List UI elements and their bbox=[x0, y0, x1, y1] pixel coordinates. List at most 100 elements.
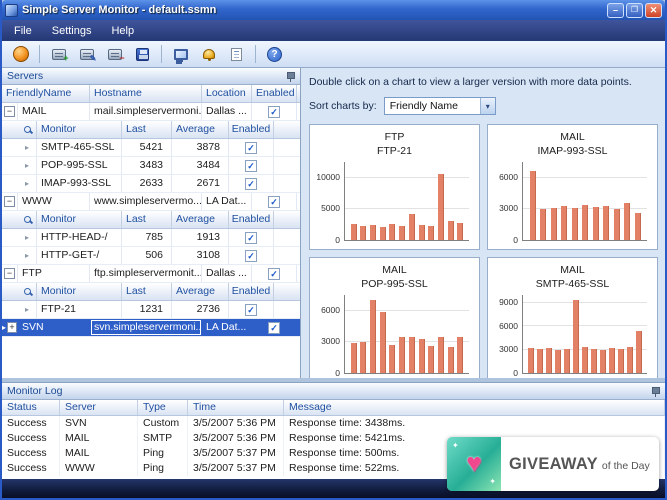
minimize-button[interactable] bbox=[607, 3, 624, 18]
monitor-row-POP-995-SSL[interactable]: ▸POP-995-SSL34833484✓ bbox=[2, 157, 300, 175]
server-remove-icon: − bbox=[108, 49, 122, 60]
enabled-checkbox[interactable]: ✓ bbox=[268, 322, 280, 334]
enabled-checkbox[interactable]: ✓ bbox=[245, 142, 257, 154]
column-header-friendlyname[interactable]: FriendlyName bbox=[2, 85, 90, 102]
monitor-column-monitor[interactable]: Monitor bbox=[37, 283, 122, 300]
bar bbox=[546, 348, 552, 373]
log-column-status[interactable]: Status bbox=[2, 400, 60, 415]
monitor-column-average[interactable]: Average bbox=[172, 121, 229, 138]
server-row-SVN[interactable]: ▸+SVNsvn.simpleservermoni...LA Dat...✓ bbox=[2, 319, 300, 337]
bar bbox=[399, 226, 405, 240]
chart-FTP-21[interactable]: FTPFTP-210500010000 bbox=[309, 124, 480, 250]
monitor-column-monitor[interactable]: Monitor bbox=[37, 121, 122, 138]
tick-label: 6000 bbox=[321, 305, 340, 315]
tick-label: 0 bbox=[335, 368, 340, 378]
arrow-cell: ▸ bbox=[18, 175, 37, 192]
pin-icon[interactable] bbox=[285, 71, 295, 82]
chevron-down-icon[interactable] bbox=[480, 98, 495, 114]
title-bar[interactable]: Simple Server Monitor - default.ssmn bbox=[2, 0, 665, 20]
add-server-button[interactable]: + bbox=[46, 43, 71, 66]
chart-POP-995-SSL[interactable]: MAILPOP-995-SSL030006000 bbox=[309, 257, 480, 378]
sort-charts-dropdown[interactable]: Friendly Name bbox=[384, 97, 496, 115]
enabled-checkbox[interactable]: ✓ bbox=[245, 160, 257, 172]
server-row-WWW[interactable]: −WWWwww.simpleservermo...LA Dat...✓ bbox=[2, 193, 300, 211]
monitor-row-HTTP-GET-/[interactable]: ▸HTTP-GET-/5063108✓ bbox=[2, 247, 300, 265]
log-column-time[interactable]: Time bbox=[188, 400, 284, 415]
toolbar: + ✎ − bbox=[2, 41, 665, 68]
enabled-checkbox[interactable]: ✓ bbox=[268, 106, 280, 118]
log-column-message[interactable]: Message bbox=[284, 400, 665, 415]
expand-toggle[interactable]: + bbox=[7, 322, 17, 333]
monitor-column-average[interactable]: Average bbox=[172, 283, 229, 300]
server-name: WWW bbox=[18, 193, 90, 210]
maximize-button[interactable] bbox=[626, 3, 643, 18]
enabled-checkbox[interactable]: ✓ bbox=[245, 232, 257, 244]
pin-icon[interactable] bbox=[650, 386, 660, 397]
log-cell: MAIL bbox=[60, 446, 138, 461]
menu-file[interactable]: File bbox=[4, 22, 42, 40]
monitor-log-title: Monitor Log bbox=[7, 385, 62, 397]
close-button[interactable] bbox=[645, 3, 662, 18]
enabled-checkbox[interactable]: ✓ bbox=[245, 250, 257, 262]
expand-toggle[interactable]: − bbox=[4, 196, 15, 207]
start-monitoring-button[interactable] bbox=[8, 43, 33, 66]
monitor-column-monitor[interactable]: Monitor bbox=[37, 211, 122, 228]
monitor-column-last[interactable]: Last bbox=[122, 121, 172, 138]
monitor-name: HTTP-GET-/ bbox=[37, 247, 122, 264]
view-charts-button[interactable] bbox=[168, 43, 193, 66]
chart-IMAP-993-SSL[interactable]: MAILIMAP-993-SSL030006000 bbox=[487, 124, 658, 250]
tick-label: 9000 bbox=[499, 297, 518, 307]
monitor-column-average[interactable]: Average bbox=[172, 211, 229, 228]
enabled-checkbox[interactable]: ✓ bbox=[268, 196, 280, 208]
save-button[interactable] bbox=[130, 43, 155, 66]
column-header-hostname[interactable]: Hostname bbox=[90, 85, 202, 102]
monitor-log-header: Monitor Log bbox=[2, 383, 665, 400]
bar bbox=[457, 337, 463, 373]
log-cell: 3/5/2007 5:36 PM bbox=[188, 431, 284, 446]
server-row-MAIL[interactable]: −MAILmail.simpleservermoni...Dallas ...✓ bbox=[2, 103, 300, 121]
expand-toggle[interactable]: − bbox=[4, 268, 15, 279]
enabled-checkbox[interactable]: ✓ bbox=[245, 178, 257, 190]
column-header-enabled[interactable]: Enabled bbox=[252, 85, 297, 102]
monitor-row-SMTP-465-SSL[interactable]: ▸SMTP-465-SSL54213878✓ bbox=[2, 139, 300, 157]
report-button[interactable] bbox=[224, 43, 249, 66]
expand-toggle[interactable]: − bbox=[4, 106, 15, 117]
report-icon bbox=[231, 48, 242, 61]
monitor-average-value: 2671 bbox=[172, 175, 229, 192]
bar bbox=[428, 346, 434, 373]
giveaway-badge: ✦ ♥ ✦ bbox=[447, 437, 501, 491]
log-row[interactable]: SuccessSVNCustom3/5/2007 5:36 PMResponse… bbox=[2, 416, 665, 431]
menu-settings[interactable]: Settings bbox=[42, 22, 102, 40]
monitor-column-enabled[interactable]: Enabled bbox=[229, 121, 274, 138]
help-button[interactable] bbox=[262, 43, 287, 66]
remove-server-button[interactable]: − bbox=[102, 43, 127, 66]
column-header-location[interactable]: Location bbox=[202, 85, 252, 102]
server-edit-icon: ✎ bbox=[80, 49, 94, 60]
monitor-row-HTTP-HEAD-/[interactable]: ▸HTTP-HEAD-/7851913✓ bbox=[2, 229, 300, 247]
monitor-row-FTP-21[interactable]: ▸FTP-2112312736✓ bbox=[2, 301, 300, 319]
giveaway-overlay[interactable]: ✦ ♥ ✦ GIVEAWAY of the Day bbox=[447, 437, 659, 491]
menu-help[interactable]: Help bbox=[101, 22, 144, 40]
monitor-average-value: 3484 bbox=[172, 157, 229, 174]
save-disk-icon bbox=[136, 48, 149, 61]
monitor-row-IMAP-993-SSL[interactable]: ▸IMAP-993-SSL26332671✓ bbox=[2, 175, 300, 193]
bar bbox=[360, 226, 366, 240]
monitor-column-enabled[interactable]: Enabled bbox=[229, 211, 274, 228]
monitor-column-enabled[interactable]: Enabled bbox=[229, 283, 274, 300]
enabled-checkbox[interactable]: ✓ bbox=[268, 268, 280, 280]
log-column-server[interactable]: Server bbox=[60, 400, 138, 415]
alerts-button[interactable] bbox=[196, 43, 221, 66]
edit-server-button[interactable]: ✎ bbox=[74, 43, 99, 66]
row-arrow-icon: ▸ bbox=[25, 229, 29, 246]
bar bbox=[380, 227, 386, 240]
servers-panel-title: Servers bbox=[7, 70, 43, 82]
log-column-type[interactable]: Type bbox=[138, 400, 188, 415]
indent-cell bbox=[2, 175, 18, 192]
server-add-icon: + bbox=[52, 49, 66, 60]
monitor-column-last[interactable]: Last bbox=[122, 211, 172, 228]
monitor-column-last[interactable]: Last bbox=[122, 283, 172, 300]
chart-SMTP-465-SSL[interactable]: MAILSMTP-465-SSL0300060009000 bbox=[487, 257, 658, 378]
row-arrow-icon: ▸ bbox=[25, 301, 29, 318]
enabled-checkbox[interactable]: ✓ bbox=[245, 304, 257, 316]
server-row-FTP[interactable]: −FTPftp.simpleservermonit...Dallas ...✓ bbox=[2, 265, 300, 283]
